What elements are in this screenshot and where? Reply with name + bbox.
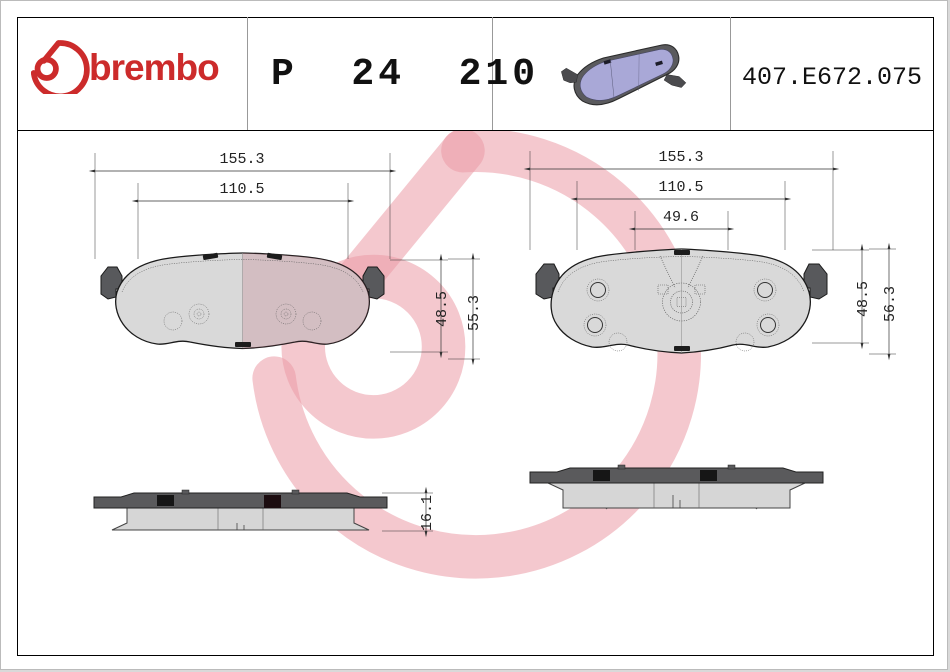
svg-text:brembo: brembo <box>89 47 219 88</box>
